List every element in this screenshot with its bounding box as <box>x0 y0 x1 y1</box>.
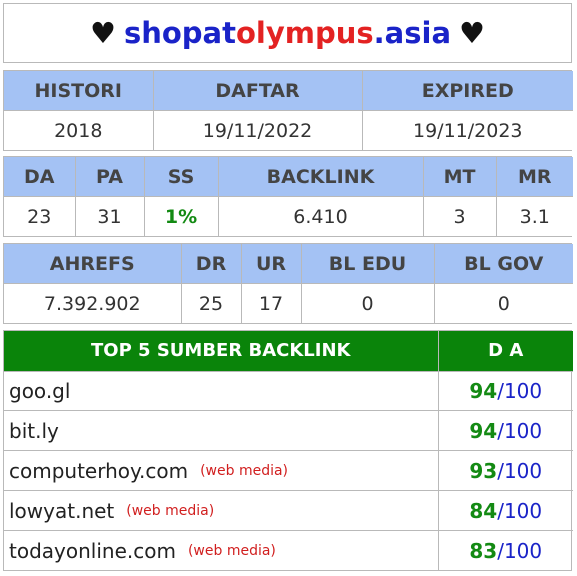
header-pa: PA <box>74 157 145 197</box>
header-dr: DR <box>180 244 242 284</box>
backlink-source: todayonline.com (web media) <box>4 530 439 570</box>
backlink-da: 94/100 <box>437 410 573 452</box>
header-da: DA <box>4 157 76 197</box>
da-separator: / <box>497 378 504 403</box>
backlink-site: todayonline.com <box>9 538 176 563</box>
da-separator: / <box>497 418 504 443</box>
domain-name: shopatolympus.asia <box>124 16 451 50</box>
value-ur: 17 <box>240 283 302 323</box>
header-ahrefs: AHREFS <box>4 244 182 284</box>
table-row: lowyat.net (web media) 84/100 <box>4 490 573 532</box>
registration-table: HISTORI DAFTAR EXPIRED 2018 19/11/2022 1… <box>3 70 573 151</box>
backlink-site: computerhoy.com <box>9 458 189 483</box>
value-bl-edu: 0 <box>300 283 435 323</box>
value-dr: 25 <box>180 283 242 323</box>
value-daftar: 19/11/2022 <box>152 110 363 150</box>
header-ss: SS <box>143 157 219 197</box>
value-ahrefs: 7.392.902 <box>4 283 182 323</box>
da-max: 100 <box>503 538 543 563</box>
value-da: 23 <box>4 196 76 236</box>
da-max: 100 <box>503 378 543 403</box>
value-ss: 1% <box>143 196 219 236</box>
header-bl-edu: BL EDU <box>300 244 435 284</box>
media-tag: (web media) <box>187 542 276 559</box>
table-row: goo.gl 94/100 <box>4 370 573 412</box>
header-histori: HISTORI <box>4 71 154 111</box>
header-top-sources: TOP 5 SUMBER BACKLINK <box>4 331 439 372</box>
backlink-source: lowyat.net (web media) <box>4 490 439 532</box>
header-ur: UR <box>240 244 302 284</box>
da-separator: / <box>497 538 504 563</box>
domain-part-3: .asia <box>373 16 452 50</box>
backlink-source: bit.ly <box>4 410 439 452</box>
backlink-site: lowyat.net <box>9 498 115 523</box>
backlink-source: goo.gl <box>4 370 439 412</box>
header-daftar: DAFTAR <box>152 71 363 111</box>
header-mr: MR <box>495 157 573 197</box>
backlink-site: goo.gl <box>9 378 71 403</box>
backlink-da: 83/100 <box>437 530 573 570</box>
da-score: 94 <box>469 418 498 443</box>
backlink-da: 84/100 <box>437 490 573 532</box>
da-score: 84 <box>469 498 498 523</box>
backlink-site: bit.ly <box>9 418 59 443</box>
value-mr: 3.1 <box>495 196 573 236</box>
table-row: bit.ly 94/100 <box>4 410 573 452</box>
header-da-score: D A <box>437 331 573 372</box>
value-histori: 2018 <box>4 110 154 150</box>
metrics-table: DA PA SS BACKLINK MT MR 23 31 1% 6.410 3… <box>3 156 573 237</box>
da-max: 100 <box>503 498 543 523</box>
header-expired: EXPIRED <box>361 71 573 111</box>
header-bl-gov: BL GOV <box>433 244 573 284</box>
domain-part-2: olympus <box>236 16 374 50</box>
domain-part-1: shopat <box>123 16 236 50</box>
backlink-da: 93/100 <box>437 450 573 492</box>
header-backlink: BACKLINK <box>217 157 424 197</box>
heart-icon: ♥ <box>459 16 486 50</box>
value-expired: 19/11/2023 <box>361 110 573 150</box>
value-backlink: 6.410 <box>217 196 424 236</box>
da-score: 93 <box>469 458 498 483</box>
da-separator: / <box>497 498 504 523</box>
header-mt: MT <box>422 157 497 197</box>
backlink-da: 94/100 <box>437 370 573 412</box>
media-tag: (web media) <box>200 462 289 479</box>
domain-title: ♥ shopatolympus.asia ♥ <box>3 3 572 63</box>
ahrefs-table: AHREFS DR UR BL EDU BL GOV 7.392.902 25 … <box>3 243 573 324</box>
da-separator: / <box>497 458 504 483</box>
value-pa: 31 <box>74 196 145 236</box>
da-score: 83 <box>469 538 498 563</box>
value-bl-gov: 0 <box>433 283 573 323</box>
top-backlinks-table: TOP 5 SUMBER BACKLINK D A goo.gl 94/100 … <box>3 330 573 571</box>
value-mt: 3 <box>422 196 497 236</box>
backlink-source: computerhoy.com (web media) <box>4 450 439 492</box>
da-max: 100 <box>503 418 543 443</box>
da-max: 100 <box>503 458 543 483</box>
da-score: 94 <box>469 378 498 403</box>
heart-icon: ♥ <box>89 16 116 50</box>
table-row: computerhoy.com (web media) 93/100 <box>4 450 573 492</box>
table-row: todayonline.com (web media) 83/100 <box>4 530 573 570</box>
media-tag: (web media) <box>126 502 215 519</box>
